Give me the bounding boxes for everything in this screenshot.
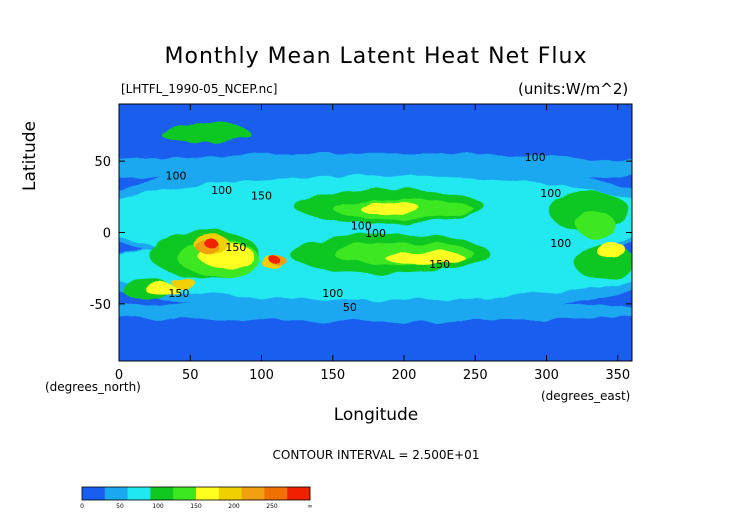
colorbar-swatch <box>196 487 220 500</box>
colorbar-swatch <box>173 487 197 500</box>
field-blob <box>270 257 281 266</box>
contour-label: 100 <box>550 237 571 250</box>
x-unit-label: (degrees_east) <box>541 389 631 403</box>
x-tick-label: 100 <box>249 368 274 383</box>
colorbar-swatch <box>218 487 242 500</box>
field-blob <box>119 153 632 184</box>
field-blob <box>359 202 420 215</box>
colorbar-swatch <box>127 487 151 500</box>
colorbar-tick-label: 200 <box>228 503 240 510</box>
x-tick-label: 300 <box>534 368 559 383</box>
y-tick-label: 50 <box>94 155 111 170</box>
contour-label: 150 <box>225 241 246 254</box>
colorbar-swatch <box>241 487 265 500</box>
contour-label: 100 <box>365 227 386 240</box>
contour-label: 150 <box>429 258 450 271</box>
contour-label: 100 <box>322 287 343 300</box>
contour-label: 100 <box>525 151 546 164</box>
contour-label: 50 <box>343 301 357 314</box>
colorbar-tick-label: 150 <box>190 503 202 510</box>
contour-interval: CONTOUR INTERVAL = 2.500E+01 <box>272 448 480 462</box>
contour-label: 100 <box>540 187 561 200</box>
chart-title: Monthly Mean Latent Heat Net Flux <box>164 44 588 69</box>
field-blob <box>119 301 632 322</box>
field-blob <box>385 251 466 266</box>
field-blob <box>204 239 219 248</box>
colorbar-swatch <box>104 487 128 500</box>
contour-label: 100 <box>211 184 232 197</box>
colorbar-swatch <box>82 487 106 500</box>
colorbar-swatch <box>150 487 174 500</box>
x-tick-label: 350 <box>605 368 630 383</box>
contour-label: 100 <box>351 220 372 233</box>
colorbar-frame <box>81 486 311 501</box>
colorbar-swatch <box>264 487 288 500</box>
y-unit-label: (degrees_north) <box>45 380 141 394</box>
field-blob <box>576 213 617 238</box>
file-label: [LHTFL_1990-05_NCEP.nc] <box>121 82 278 96</box>
colorbar-tick-label: 0 <box>80 503 84 510</box>
colorbar-tick-label: 250 <box>266 503 278 510</box>
x-axis-label: Longitude <box>333 405 419 425</box>
y-tick-label: 0 <box>103 227 111 242</box>
flux-field <box>119 104 632 361</box>
colorbar-tick-label: 50 <box>116 503 124 510</box>
colorbar-tick-label: 100 <box>152 503 164 510</box>
x-tick-label: 200 <box>392 368 417 383</box>
contour-label: 150 <box>168 287 189 300</box>
x-tick-label: 150 <box>320 368 345 383</box>
field-blob <box>159 122 250 143</box>
field-blob <box>145 283 178 296</box>
field-blob <box>171 277 196 288</box>
x-tick-label: 250 <box>463 368 488 383</box>
units-label: (units:W/m^2) <box>518 80 629 98</box>
x-tick-label: 0 <box>115 368 123 383</box>
field-blob <box>595 241 626 258</box>
colorbar: 0 50 100 150 200 250 ∞ <box>80 486 313 510</box>
colorbar-swatch <box>287 487 311 500</box>
contour-label: 100 <box>166 170 187 183</box>
y-tick-label: -50 <box>90 298 111 313</box>
colorbar-tick-label: ∞ <box>308 503 313 510</box>
contour-label: 150 <box>251 190 272 203</box>
x-tick-label: 50 <box>182 368 199 383</box>
